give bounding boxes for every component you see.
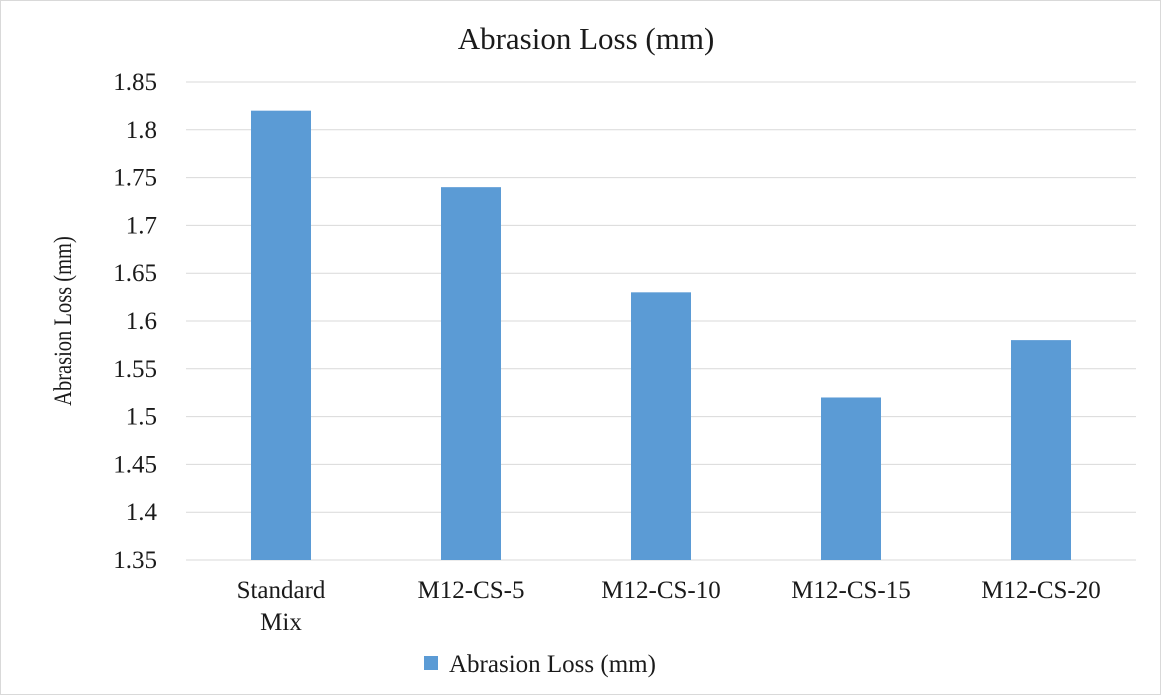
legend-label: Abrasion Loss (mm) <box>449 651 656 678</box>
y-tick-label: 1.7 <box>126 212 157 239</box>
bar <box>441 187 501 560</box>
bar <box>821 397 881 560</box>
chart-title: Abrasion Loss (mm) <box>458 21 715 56</box>
x-tick-label: M12-CS-20 <box>981 577 1100 604</box>
bar <box>631 292 691 560</box>
x-tick-label: Mix <box>260 609 302 636</box>
x-tick-label: M12-CS-5 <box>418 577 525 604</box>
gridlines <box>186 81 1136 561</box>
bar <box>1011 340 1071 560</box>
y-tick-label: 1.55 <box>113 356 157 383</box>
y-tick-label: 1.65 <box>113 260 157 287</box>
y-tick-label: 1.75 <box>113 165 157 192</box>
y-tick-label: 1.5 <box>126 404 157 431</box>
y-tick-label: 1.45 <box>113 451 157 478</box>
x-tick-label: Standard <box>237 577 326 604</box>
y-axis-ticks: 1.35 1.4 1.45 1.5 1.55 1.6 1.65 1.7 1.75 1.8 1.85 <box>113 69 157 574</box>
y-tick-label: 1.4 <box>126 499 158 526</box>
y-tick-label: 1.6 <box>126 308 157 335</box>
y-axis-label: Abrasion Loss (mm) <box>49 236 76 406</box>
x-tick-label: M12-CS-10 <box>601 577 720 604</box>
y-tick-label: 1.85 <box>113 69 157 96</box>
x-axis-categories: Standard Mix M12-CS-5 M12-CS-10 M12-CS-15 M12… <box>237 577 1101 636</box>
legend: Abrasion Loss (mm) <box>424 651 656 678</box>
x-tick-label: M12-CS-15 <box>791 577 910 604</box>
bar <box>251 110 311 561</box>
legend-swatch <box>424 656 438 670</box>
y-tick-label: 1.8 <box>126 117 157 144</box>
bars <box>251 110 1071 561</box>
y-tick-label: 1.35 <box>113 547 157 574</box>
